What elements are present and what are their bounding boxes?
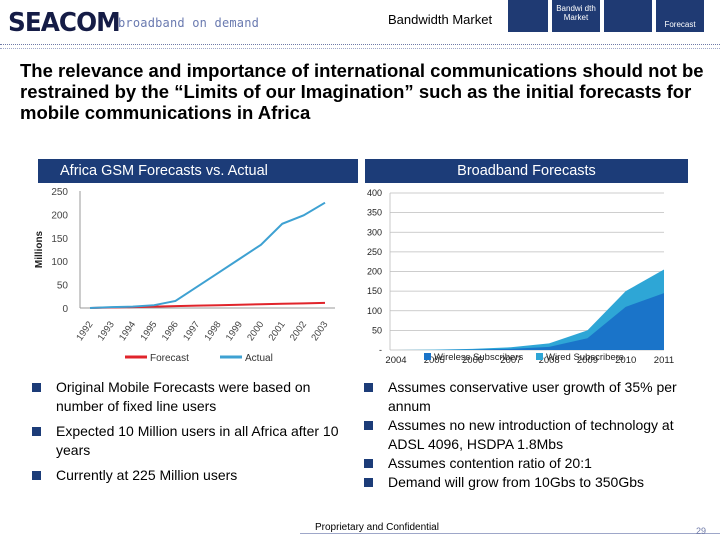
slide-headline: The relevance and importance of internat…	[20, 60, 704, 123]
y-tick-label: 350	[367, 208, 382, 218]
legend-swatch	[536, 353, 543, 360]
logo-tagline: broadband on demand	[118, 16, 260, 30]
footer-divider	[300, 533, 720, 534]
series-line-actual	[89, 201, 326, 309]
x-tick-label: 1994	[117, 319, 138, 343]
page-number: 29	[695, 526, 706, 536]
y-tick-label: 250	[51, 187, 68, 198]
header-divider-2	[0, 48, 720, 49]
x-tick-label: 1998	[203, 319, 224, 343]
legend-label: Forecast	[150, 353, 189, 364]
x-tick-label: 1997	[181, 319, 202, 343]
x-tick-label: 2003	[309, 319, 330, 343]
bullet-item: Original Mobile Forecasts were based on …	[30, 378, 350, 416]
x-tick-label: 2004	[385, 355, 406, 366]
y-tick-label: 300	[367, 227, 382, 237]
y-tick-label: -	[379, 345, 382, 355]
y-axis-title: Millions	[34, 230, 45, 268]
area-wired-subscribers	[396, 269, 664, 350]
left-panel-title: Africa GSM Forecasts vs. Actual	[38, 159, 358, 183]
logo-wordmark: SEACOM	[8, 8, 121, 38]
bullet-square	[364, 459, 373, 468]
bullet-square	[364, 421, 373, 430]
bullet-item: Assumes conservative user growth of 35% …	[362, 378, 692, 416]
legend-label: Actual	[245, 353, 273, 364]
y-tick-label: 150	[367, 286, 382, 296]
right-bullets: Assumes conservative user growth of 35% …	[362, 378, 692, 492]
x-tick-label: 2001	[267, 319, 288, 343]
legend-label: Wireless Subscribers	[434, 352, 523, 363]
broadband-forecast-chart: - 50 100 150 200 250 300 350 400 2004 2005 2006 2007…	[367, 188, 674, 366]
y-tick-label: 250	[367, 247, 382, 257]
y-tick-label: 200	[367, 267, 382, 277]
x-tick-label: 2005	[424, 355, 445, 366]
legend-swatch	[424, 353, 431, 360]
bullet-square	[364, 383, 373, 392]
footer-confidential: Proprietary and Confidential	[315, 522, 439, 533]
x-tick-label: 2000	[245, 319, 266, 343]
bullet-item: Assumes no new introduction of technolog…	[362, 416, 692, 454]
bullet-item: Assumes contention ratio of 20:1	[362, 454, 692, 473]
y-tick-label: 0	[62, 304, 68, 315]
y-tick-label: 100	[51, 257, 68, 268]
bullet-item: Expected 10 Million users in all Africa …	[30, 422, 350, 460]
bullet-square	[32, 383, 41, 392]
x-tick-label: 1992	[74, 319, 95, 343]
x-tick-label: 1996	[160, 319, 181, 343]
x-tick-label: 1995	[138, 319, 159, 343]
bullet-square	[364, 478, 373, 487]
bullet-square	[32, 471, 41, 480]
section-label: Bandwidth Market	[388, 12, 493, 27]
x-tick-label: 2009	[577, 355, 598, 366]
nav-tab-1[interactable]	[508, 0, 548, 32]
legend-label: Wired Subscribers	[546, 352, 624, 363]
header-divider	[0, 44, 720, 45]
x-tick-label: 1993	[96, 319, 117, 343]
y-tick-label: 200	[51, 210, 68, 221]
bullet-item: Demand will grow from 10Gbs to 350Gbs	[362, 473, 692, 492]
y-tick-label: 50	[372, 325, 382, 335]
x-tick-label: 2002	[288, 319, 309, 343]
left-bullets: Original Mobile Forecasts were based on …	[30, 378, 350, 491]
bullet-item: Currently at 225 Million users	[30, 466, 350, 485]
y-tick-label: 400	[367, 188, 382, 198]
area-wireless-subscribers	[396, 293, 664, 350]
x-tick-label: 1999	[224, 319, 245, 343]
nav-tab-forecast[interactable]: Forecast	[656, 0, 704, 32]
y-tick-label: 50	[57, 281, 69, 292]
x-tick-label: 2006	[462, 355, 483, 366]
x-tick-label: 2011	[654, 355, 674, 366]
x-tick-label: 2008	[539, 355, 560, 366]
y-tick-label: 150	[51, 234, 68, 245]
y-tick-label: 100	[367, 306, 382, 316]
bullet-square	[32, 427, 41, 436]
x-tick-label: 2007	[500, 355, 521, 366]
nav-tab-3[interactable]	[604, 0, 652, 32]
x-tick-label: 2010	[615, 355, 636, 366]
right-panel-title: Broadband Forecasts	[365, 159, 688, 183]
nav-tab-bandwidth-market[interactable]: Bandwi dth Market	[552, 0, 600, 32]
